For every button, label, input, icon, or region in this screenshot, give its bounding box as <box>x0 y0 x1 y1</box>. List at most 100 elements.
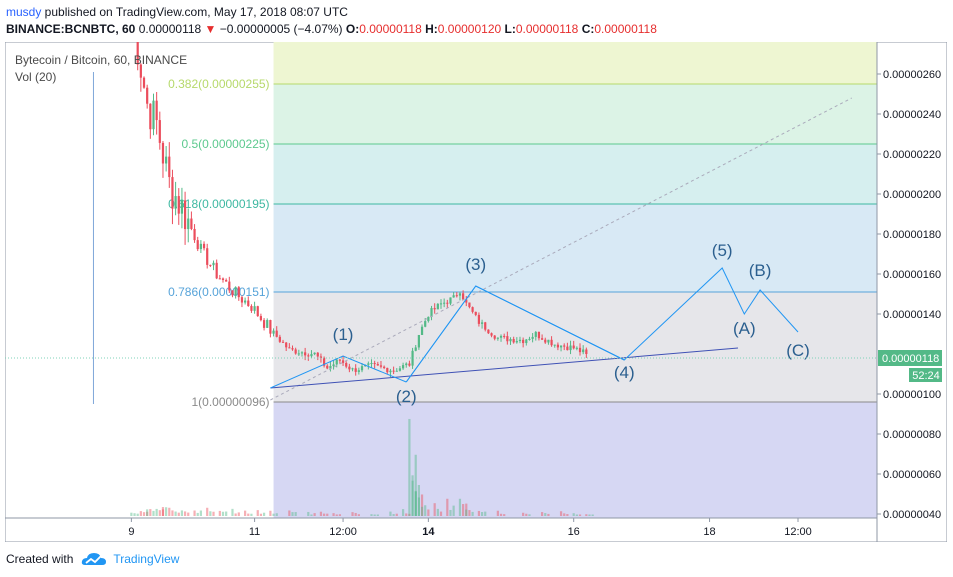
candle-body <box>556 344 560 348</box>
candle-body <box>515 341 518 343</box>
volume-bar <box>480 511 484 516</box>
open-label: O: <box>345 22 360 36</box>
candle-body <box>455 295 458 297</box>
candle-body <box>417 334 420 348</box>
wave-label: (C) <box>786 341 810 360</box>
volume-bar <box>357 514 360 516</box>
volume-bar <box>187 512 190 516</box>
candle-body <box>582 349 585 353</box>
price-axis-label: 0.00000200 <box>883 189 941 201</box>
fib-zone <box>273 42 877 84</box>
candle-body <box>553 344 556 346</box>
candle-body <box>370 363 373 365</box>
candle-body <box>544 339 547 343</box>
candle-body <box>291 348 294 350</box>
volume-bar <box>183 511 187 516</box>
volume-bar <box>256 510 259 516</box>
volume-bar <box>417 484 420 516</box>
candle-body <box>240 297 244 303</box>
candle-body <box>367 363 370 365</box>
candle-body <box>452 295 455 298</box>
open-value: 0.00000118 <box>359 22 422 36</box>
volume-bar <box>436 508 439 516</box>
candle-body <box>566 346 569 351</box>
candle-body <box>420 326 424 335</box>
volume-bar <box>139 511 142 516</box>
wave-label: (B) <box>749 261 772 280</box>
fib-level-label: 1(0.00000096) <box>191 395 269 409</box>
publish-info: musdy published on TradingView.com, May … <box>6 5 348 19</box>
volume-bar <box>231 508 234 516</box>
candle-body <box>155 100 158 121</box>
dotted-extension-line <box>270 97 852 401</box>
volume-bars <box>130 418 594 516</box>
price-axis-label: 0.00000100 <box>883 389 941 401</box>
chart-frame[interactable]: 0.382(0.00000255) 0.5(0.00000225) 0.618(0.… <box>4 0 948 543</box>
volume-bar <box>408 513 411 516</box>
candle-body <box>487 329 490 334</box>
candle-body <box>424 321 427 327</box>
volume-bar <box>575 514 578 516</box>
volume-bar <box>452 505 455 516</box>
price-chart[interactable]: 0.382(0.00000255) 0.5(0.00000225) 0.618(0.… <box>4 0 948 543</box>
candle-body <box>383 366 386 368</box>
wave-label: (2) <box>396 387 417 406</box>
candle-body <box>177 196 180 214</box>
volume-bar <box>522 512 525 516</box>
candle-body <box>401 365 405 369</box>
candle-body <box>518 339 522 342</box>
volume-bar <box>414 490 417 516</box>
candle-body <box>540 338 544 340</box>
candle-body <box>506 336 509 342</box>
tradingview-logo[interactable]: TradingView <box>81 551 179 567</box>
fib-level-label: 0.5(0.00000225) <box>181 137 269 151</box>
candle-body <box>165 156 168 164</box>
volume-bar <box>149 509 152 516</box>
volume-bar <box>136 513 139 516</box>
volume-bar <box>414 454 417 516</box>
symbol-name: BINANCE:BCNBTC, 60 <box>6 22 136 36</box>
volume-bar <box>528 514 531 516</box>
wave-path <box>405 267 799 383</box>
volume-bar <box>458 498 462 516</box>
volume-bar <box>392 514 395 516</box>
candle-body <box>547 339 550 343</box>
time-axis-label: 18 <box>703 526 715 538</box>
candle-body <box>199 243 202 250</box>
candle-body <box>395 370 398 372</box>
time-axis-label: 14 <box>422 526 435 538</box>
candle-body <box>171 177 174 209</box>
volume-bar <box>161 509 165 516</box>
volume-bar <box>408 418 411 516</box>
tradingview-cloud-icon <box>82 553 107 565</box>
low-value: 0.00000118 <box>515 22 579 36</box>
volume-bar <box>269 510 272 516</box>
wave-label: (4) <box>614 363 635 382</box>
candle-body <box>496 337 499 339</box>
countdown-badge <box>909 368 942 382</box>
time-axis-label: 9 <box>128 526 134 538</box>
candle-body <box>433 308 436 310</box>
volume-bar <box>477 510 481 516</box>
candle-body <box>468 302 471 308</box>
volume-bar <box>499 513 503 516</box>
volume-bar <box>411 480 414 516</box>
volume-bar <box>158 510 161 516</box>
volume-bar <box>351 512 354 516</box>
volume-bar <box>395 513 398 516</box>
volume-bar <box>411 475 414 516</box>
candle-body <box>190 218 193 229</box>
price-axis-label: 0.00000180 <box>883 229 941 241</box>
candle-body <box>187 218 190 230</box>
candle-body <box>408 363 411 366</box>
candle-body <box>304 352 307 356</box>
wave-label: (3) <box>465 255 486 274</box>
price-axis-label: 0.00000140 <box>883 309 941 321</box>
candle-body <box>202 243 206 249</box>
volume-bar <box>291 512 294 516</box>
author-link[interactable]: musdy <box>6 5 42 19</box>
fib-zone <box>273 144 877 204</box>
volume-bar <box>221 511 225 516</box>
candle-body <box>234 287 237 296</box>
volume-bar <box>376 514 379 516</box>
